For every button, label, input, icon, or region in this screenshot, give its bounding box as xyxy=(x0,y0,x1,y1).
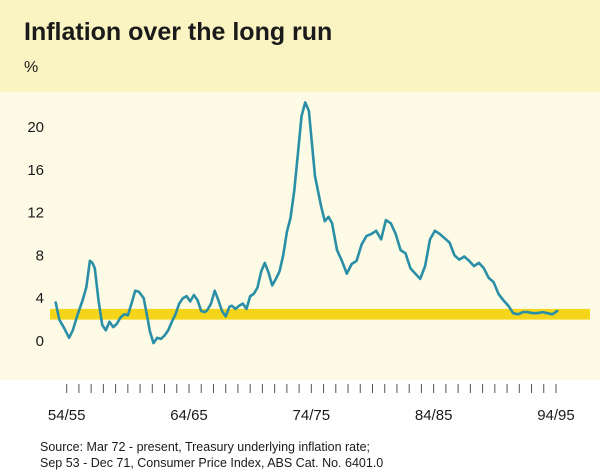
x-tick-label: 64/65 xyxy=(170,407,208,424)
y-tick-labels: 0 4 8 12 16 20 xyxy=(27,119,44,350)
y-tick-label: 0 xyxy=(36,333,44,350)
x-tick-label: 84/85 xyxy=(415,407,453,424)
chart-title: Inflation over the long run xyxy=(24,18,332,46)
source-line-2: Sep 53 - Dec 71, Consumer Price Index, A… xyxy=(40,456,383,470)
source-line-1: Source: Mar 72 - present, Treasury under… xyxy=(40,440,370,454)
y-tick-label: 20 xyxy=(27,119,44,136)
y-tick-label: 4 xyxy=(36,290,44,307)
series-line-layer xyxy=(54,101,559,345)
target-band-layer xyxy=(50,308,590,320)
header-band xyxy=(0,0,600,92)
target-band xyxy=(50,308,590,320)
y-tick-label: 16 xyxy=(27,162,44,179)
y-tick-label: 12 xyxy=(27,205,44,222)
y-tick-label: 8 xyxy=(36,247,44,264)
x-axis xyxy=(66,384,557,393)
x-tick-label: 74/75 xyxy=(293,407,331,424)
x-tick-labels: 54/55 64/65 74/75 84/85 94/95 xyxy=(48,407,575,424)
x-tick-label: 54/55 xyxy=(48,407,86,424)
y-axis-unit-label: % xyxy=(24,59,38,76)
x-tick-label: 94/95 xyxy=(537,407,575,424)
series-line-inflation xyxy=(54,101,559,345)
